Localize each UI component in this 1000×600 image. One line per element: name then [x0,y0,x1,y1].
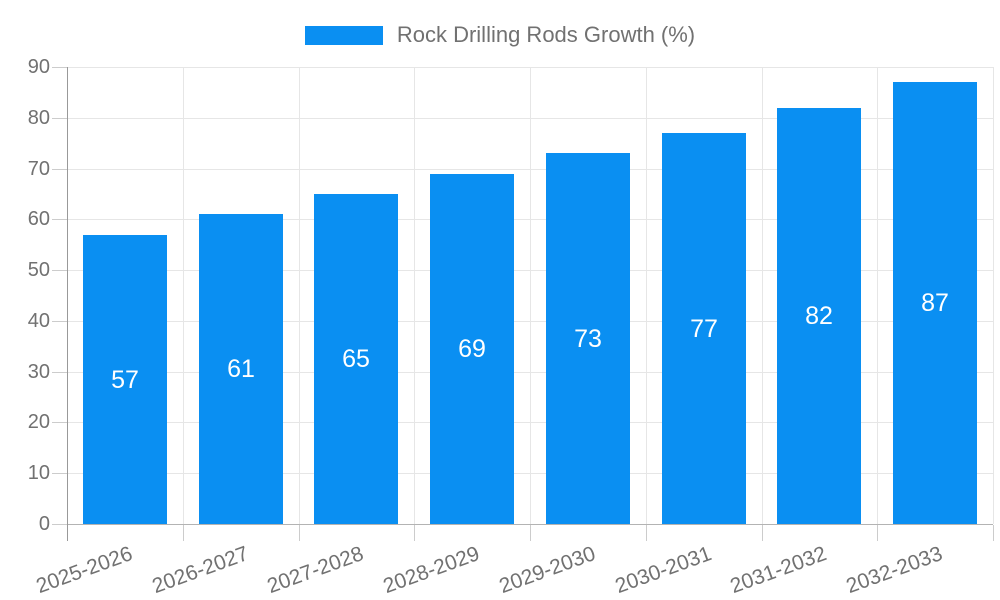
x-tick [414,525,415,541]
x-tick [993,525,994,541]
x-axis-line [67,524,993,525]
x-tick [646,525,647,541]
y-tick [52,524,67,525]
x-grid-line [993,67,994,524]
y-axis-line [67,67,68,541]
y-tick [52,169,67,170]
x-grid-line [877,67,878,524]
y-axis-label: 80 [27,107,50,129]
x-grid-line [530,67,531,524]
y-tick [52,270,67,271]
bar-value-label: 69 [458,335,486,363]
bar-value-label: 82 [805,302,833,330]
bar[interactable] [777,108,861,524]
x-tick [299,525,300,541]
bar-value-label: 77 [690,315,718,343]
bar[interactable] [199,214,283,524]
y-tick [52,219,67,220]
x-tick [877,525,878,541]
bar-value-label: 73 [574,325,602,353]
y-axis-label: 20 [27,411,50,433]
y-tick [52,321,67,322]
bar[interactable] [893,82,977,524]
x-grid-line [183,67,184,524]
y-axis-label: 30 [27,361,50,383]
y-axis-label: 0 [38,513,50,535]
legend[interactable]: Rock Drilling Rods Growth (%) [0,24,1000,46]
y-tick [52,67,67,68]
y-axis-label: 40 [27,310,50,332]
y-tick [52,422,67,423]
x-grid-line [414,67,415,524]
x-tick [183,525,184,541]
bar-value-label: 61 [227,355,255,383]
bar-value-label: 65 [342,345,370,373]
x-tick [530,525,531,541]
bar[interactable] [314,194,398,524]
bar[interactable] [662,133,746,524]
legend-swatch[interactable] [304,25,383,45]
x-grid-line [762,67,763,524]
bar[interactable] [430,174,514,524]
x-tick [762,525,763,541]
y-axis-label: 90 [27,56,50,78]
y-tick [52,372,67,373]
y-axis-label: 70 [27,158,50,180]
x-grid-line [299,67,300,524]
y-tick [52,473,67,474]
bar[interactable] [546,153,630,524]
bar-value-label: 87 [921,289,949,317]
x-grid-line [646,67,647,524]
y-tick [52,118,67,119]
y-axis-label: 60 [27,208,50,230]
y-axis-label: 50 [27,259,50,281]
bar-value-label: 57 [111,366,139,394]
legend-label[interactable]: Rock Drilling Rods Growth (%) [396,22,696,47]
bar[interactable] [83,235,167,524]
y-axis-label: 10 [27,462,50,484]
